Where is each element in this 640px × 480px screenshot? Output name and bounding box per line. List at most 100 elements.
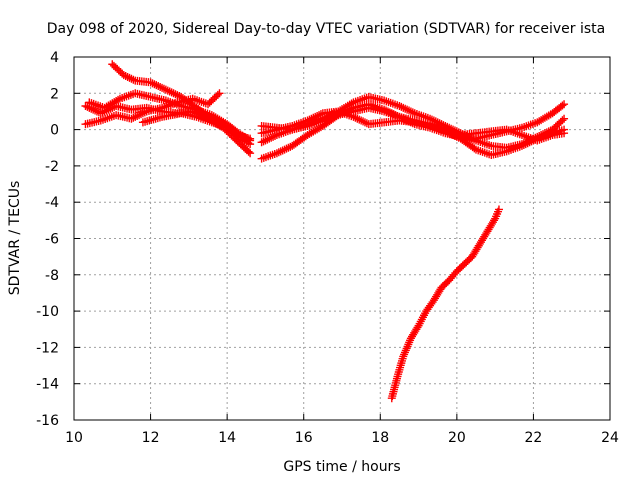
series-trace-5 [138,109,255,143]
data-point [138,109,147,118]
series-trace-9 [257,103,569,145]
data-point [133,111,142,120]
data-point [127,114,136,123]
x-tick-label: 14 [218,430,236,446]
data-point [494,205,503,214]
data-point [246,134,255,143]
data-point [257,138,266,147]
data-point [92,107,101,116]
data-point [558,101,567,110]
data-point [96,109,105,118]
y-tick-label: -4 [45,195,59,211]
data-point [152,81,161,90]
data-point [173,91,182,100]
data-point [395,102,404,111]
data-point [150,80,159,89]
data-point [519,141,528,150]
data-point [403,105,412,114]
chart-title: Day 098 of 2020, Sidereal Day-to-day VTE… [47,21,605,37]
data-point [146,78,155,87]
data-point [560,100,569,109]
y-tick-label: -14 [36,377,59,393]
data-point [261,136,270,145]
data-point [284,143,293,152]
data-point [523,139,532,148]
data-point [259,137,268,146]
data-point [159,84,168,93]
data-point [265,134,274,143]
data-point [357,116,366,125]
data-point [104,105,113,114]
data-point [397,102,406,111]
x-tick-label: 18 [371,430,389,446]
data-point [267,133,276,142]
data-point [355,115,364,124]
x-tick-label: 22 [525,430,543,446]
data-point [163,86,172,95]
data-point [129,75,138,84]
x-axis-label: GPS time / hours [283,459,400,475]
y-tick-label: 4 [50,50,59,66]
data-point [85,103,94,112]
data-point [280,145,289,154]
x-tick-label: 16 [295,430,313,446]
data-point [81,102,90,111]
data-point [309,113,318,122]
data-point [119,71,128,80]
y-tick-label: -2 [45,159,59,175]
data-point [127,74,136,83]
data-point [401,104,410,113]
data-point [161,85,170,94]
data-point [121,72,130,81]
data-points [81,60,569,403]
x-tick-label: 12 [142,430,160,446]
y-tick-label: -12 [36,340,59,356]
data-point [98,108,107,117]
data-point [215,89,224,98]
y-axis-label: SDTVAR / TECUs [7,181,23,296]
y-tick-label: -8 [45,268,59,284]
x-tick-label: 10 [65,430,83,446]
data-point [91,106,100,115]
y-tick-label: 0 [50,123,59,139]
data-point [359,117,368,126]
data-point [351,113,360,122]
data-point [560,129,569,138]
data-point [100,107,109,116]
data-point [169,89,178,98]
data-point [167,88,176,97]
data-point [123,72,132,81]
grid [74,57,610,420]
data-point [408,108,417,117]
x-tick-label: 20 [448,430,466,446]
data-point [106,104,115,113]
data-point [490,216,499,225]
data-point [311,112,320,121]
series-trace-4 [81,89,224,129]
data-point [282,144,291,153]
plot-frame [73,56,611,421]
data-point [137,110,145,119]
data-point [158,83,167,92]
data-point [129,113,138,122]
data-point [517,141,526,150]
data-point [135,111,144,120]
y-tick-label: -16 [36,413,59,429]
x-tick-label: 24 [601,430,619,446]
data-point [83,102,92,111]
data-point [244,147,253,156]
data-point [276,147,285,156]
data-point [102,106,111,115]
data-point [125,73,134,82]
y-tick-label: -6 [45,232,59,248]
data-point [521,140,530,149]
data-point [89,105,98,114]
data-point [360,118,369,127]
data-point [131,112,140,121]
data-point [406,107,415,116]
y-tick-label: -10 [36,304,59,320]
data-point [278,146,287,155]
data-point [315,111,324,120]
